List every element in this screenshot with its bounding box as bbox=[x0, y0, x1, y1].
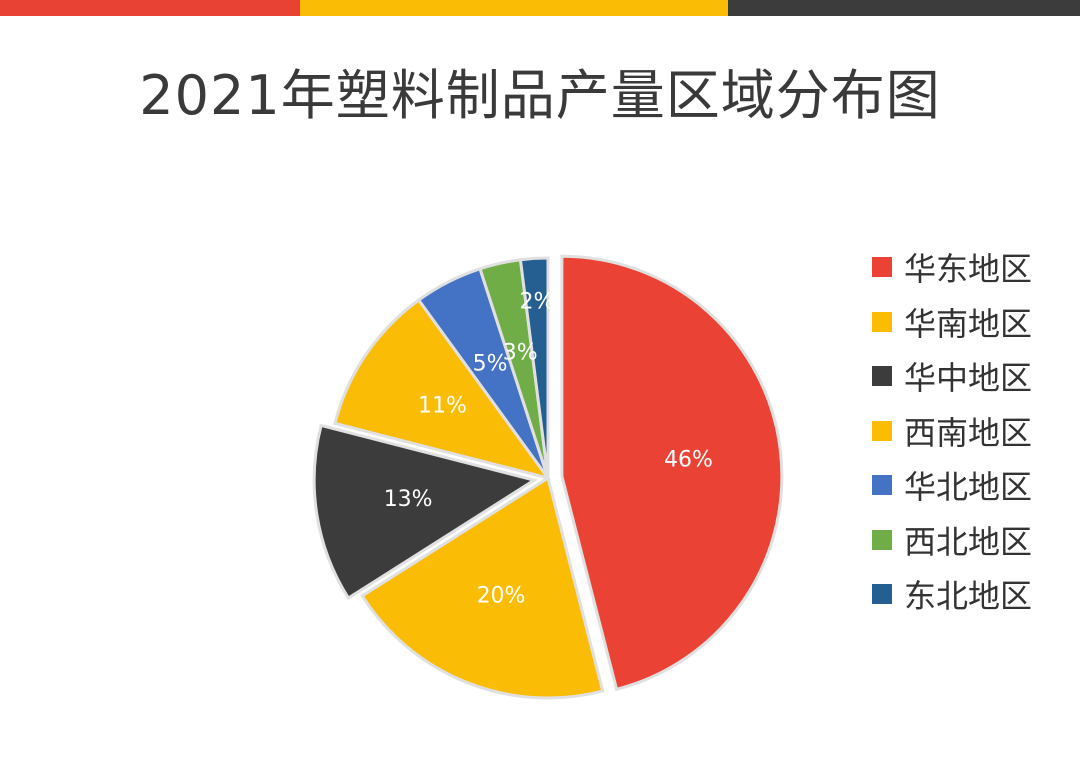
legend-item: 华中地区 bbox=[872, 349, 1072, 404]
pie-slice-4 bbox=[333, 297, 552, 481]
pie-data-label-6: 3% bbox=[503, 340, 538, 365]
chart-legend: 华东地区华南地区华中地区西南地区华北地区西北地区东北地区 bbox=[872, 240, 1072, 622]
pie-data-label-4: 11% bbox=[418, 393, 467, 418]
legend-item: 东北地区 bbox=[872, 567, 1072, 622]
pie-data-label-5: 5% bbox=[473, 351, 508, 376]
legend-label: 华东地区 bbox=[904, 250, 1033, 289]
pie-slice-3 bbox=[312, 423, 538, 601]
pie-data-label-3: 13% bbox=[384, 487, 433, 512]
legend-item: 华北地区 bbox=[872, 458, 1072, 513]
legend-swatch bbox=[872, 366, 892, 387]
pie-slice-2 bbox=[360, 475, 605, 700]
accent-bar-yellow bbox=[300, 0, 728, 16]
top-accent-bars bbox=[0, 0, 1080, 16]
accent-bar-red bbox=[0, 0, 300, 16]
legend-swatch bbox=[872, 584, 892, 605]
pie-slices bbox=[312, 254, 784, 700]
legend-swatch bbox=[872, 420, 892, 441]
legend-label: 华北地区 bbox=[904, 468, 1033, 507]
pie-slice-1 bbox=[560, 254, 784, 692]
pie-data-label-1: 46% bbox=[664, 447, 713, 472]
legend-label: 东北地区 bbox=[904, 577, 1033, 616]
legend-label: 华南地区 bbox=[904, 304, 1033, 343]
legend-label: 华中地区 bbox=[904, 359, 1033, 398]
legend-swatch bbox=[872, 529, 892, 550]
pie-data-label-2: 20% bbox=[477, 584, 526, 609]
legend-swatch bbox=[872, 257, 892, 278]
legend-item: 华南地区 bbox=[872, 295, 1072, 350]
legend-swatch bbox=[872, 311, 892, 332]
pie-slice-7 bbox=[518, 256, 550, 479]
legend-label: 西南地区 bbox=[904, 413, 1033, 452]
legend-item: 华东地区 bbox=[872, 240, 1072, 295]
legend-label: 西北地区 bbox=[904, 522, 1033, 561]
accent-bar-dark bbox=[728, 0, 1080, 16]
chart-title: 2021年塑料制品产量区域分布图 bbox=[139, 64, 941, 127]
pie-data-labels: 46% 20% 13% 11%5%3% 2% bbox=[384, 289, 713, 608]
legend-swatch bbox=[872, 475, 892, 496]
legend-item: 西南地区 bbox=[872, 404, 1072, 459]
pie-data-label-7: 2% bbox=[519, 289, 554, 314]
legend-item: 西北地区 bbox=[872, 513, 1072, 568]
